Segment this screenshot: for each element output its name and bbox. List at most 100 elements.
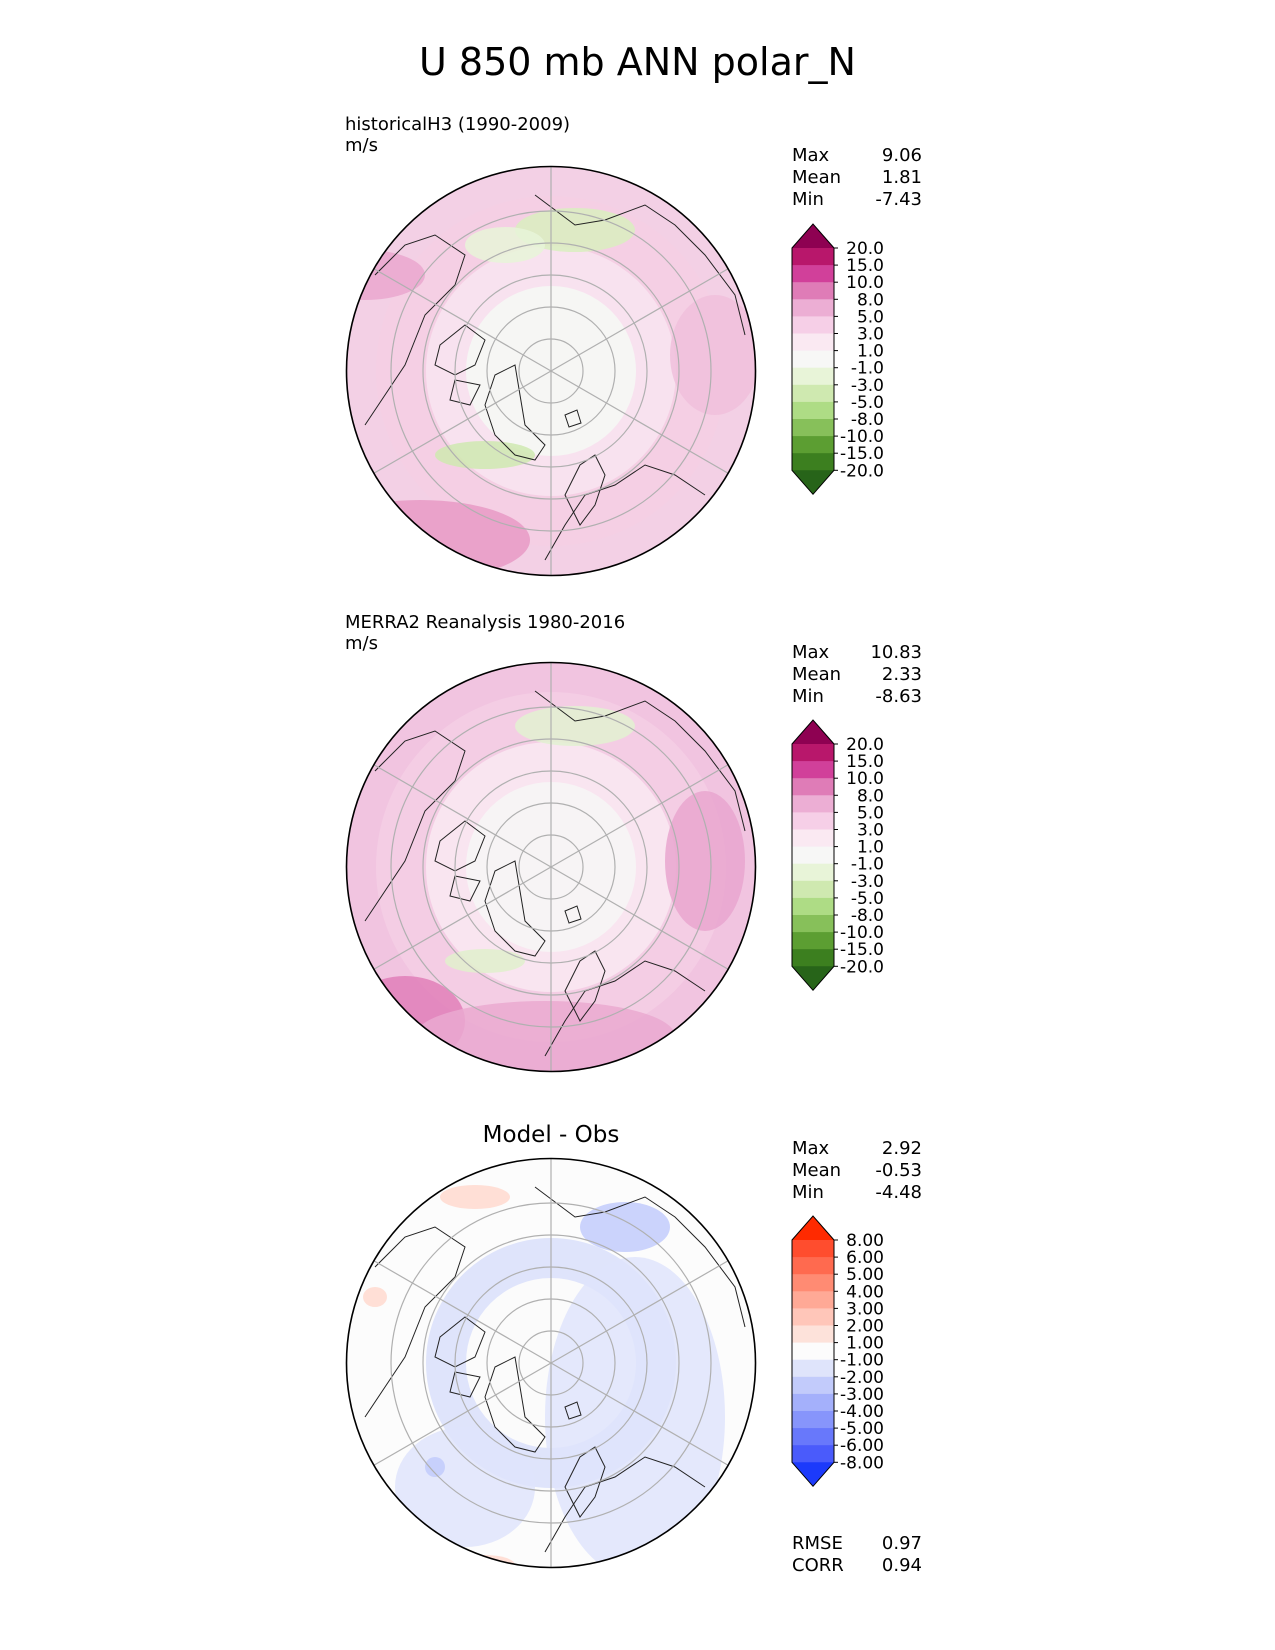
colorbar-tick-label: 3.0: [857, 325, 884, 345]
stat-value: 1.81: [881, 167, 922, 188]
colorbar-segment: [792, 761, 834, 779]
colorbar-segment: [792, 1411, 834, 1429]
colorbar-extend-bottom: [792, 966, 834, 991]
colorbar-segment: [792, 846, 834, 865]
colorbar-tick-label: -8.00: [840, 1453, 884, 1473]
stat-label: Max: [792, 145, 830, 166]
colorbar-segment: [792, 778, 834, 796]
colorbar-segment: [792, 350, 834, 369]
coastline: [534, 194, 746, 336]
map-boundary: [345, 1157, 757, 1569]
map-boundary: [345, 661, 757, 1073]
polar-map: [345, 165, 757, 577]
colorbar-tick-label: 4.00: [846, 1282, 884, 1302]
colorbar-tick-label: -3.0: [851, 872, 884, 892]
colorbar-segment: [792, 1428, 834, 1446]
colorbar-tick-label: 15.0: [846, 256, 884, 276]
colorbar-tick-label: -15.0: [840, 940, 884, 960]
coastline: [564, 454, 606, 526]
meridian-line: [550, 1259, 729, 1364]
metric-label: RMSE: [792, 1533, 843, 1554]
stat-value: 10.83: [870, 642, 922, 663]
meridian-line: [373, 1259, 552, 1364]
colorbar-tick-label: -5.00: [840, 1419, 884, 1439]
colorbar-tick-label: -8.0: [851, 410, 884, 430]
stat-value: -4.48: [875, 1182, 922, 1203]
field-layer: [346, 166, 756, 576]
colorbar-tick-label: -20.0: [840, 461, 884, 481]
meridian-line: [550, 1362, 729, 1467]
field-layer: [346, 662, 756, 1072]
colorbar-tick-label: 6.00: [846, 1248, 884, 1268]
field-anomaly: [440, 1185, 510, 1209]
colorbar-tick-label: -1.00: [840, 1351, 884, 1371]
meridian-line: [550, 866, 729, 971]
coastline: [544, 960, 706, 1057]
colorbar-tick-label: -10.0: [840, 923, 884, 943]
colorbar-segment: [792, 367, 834, 386]
colorbar-segment: [792, 932, 834, 950]
metric-value: 0.94: [881, 1555, 922, 1576]
colorbar: 8.006.005.004.003.002.001.00-1.00-2.00-3…: [791, 1215, 884, 1488]
colorbar-tick-label: 5.0: [857, 803, 884, 823]
panel-units: m/s: [345, 135, 378, 156]
stats-box: Max 2.92 Mean -0.53 Min -4.48: [792, 1138, 922, 1204]
stat-value: -0.53: [875, 1160, 922, 1181]
coastline: [434, 820, 486, 872]
colorbar-tick-label: 1.0: [857, 838, 884, 858]
meridian-line: [373, 866, 552, 971]
stat-label: Mean: [792, 1160, 842, 1181]
field-anomaly: [435, 441, 535, 469]
colorbar-segment: [792, 915, 834, 933]
field-anomaly: [415, 1001, 675, 1071]
colorbar-segment: [792, 1240, 834, 1258]
colorbar-tick-label: -2.00: [840, 1368, 884, 1388]
colorbar-segment: [792, 1257, 834, 1275]
colorbar-tick-label: -1.0: [851, 855, 884, 875]
colorbar: 20.015.010.08.05.03.01.0-1.0-3.0-5.0-8.0…: [791, 719, 884, 992]
colorbar-tick-label: 10.0: [846, 273, 884, 293]
colorbar-tick-label: 20.0: [846, 239, 884, 259]
coastline: [534, 690, 746, 832]
colorbar-segment: [792, 812, 834, 830]
colorbar-tick-label: 5.0: [857, 307, 884, 327]
stat-label: Min: [792, 686, 824, 707]
field-anomaly: [545, 1257, 725, 1568]
colorbar-extend-top: [792, 224, 834, 248]
field-anomaly: [445, 949, 525, 973]
colorbar-extend-top: [792, 720, 834, 744]
colorbar-segment: [792, 384, 834, 403]
stat-label: Min: [792, 189, 824, 210]
panel-reference: MERRA2 Reanalysis 1980-2016 m/s Max 10.83…: [0, 0, 1275, 1073]
colorbar-tick-label: 3.00: [846, 1299, 884, 1319]
map-boundary: [345, 165, 757, 577]
field-anomaly: [515, 208, 635, 252]
coastline: [484, 860, 546, 957]
stats-box: Max 9.06 Mean 1.81 Min -7.43: [792, 145, 922, 211]
panel-title: historicalH3 (1990-2009): [345, 114, 571, 135]
polar-map: [345, 1157, 757, 1569]
colorbar-segment: [792, 829, 834, 848]
panel-title: Model - Obs: [482, 1122, 620, 1148]
colorbar-tick-label: -10.0: [840, 427, 884, 447]
colorbar-segment: [792, 1325, 834, 1344]
meridian-line: [373, 370, 552, 475]
colorbar-segment: [792, 248, 834, 266]
colorbar-tick-label: -3.00: [840, 1385, 884, 1405]
colorbar-segment: [792, 744, 834, 762]
panel-diff: Model - Obs Max 2.92 Mean -0.53 Min -4.48 8…: [0, 0, 1275, 1576]
colorbar-tick-label: 1.00: [846, 1334, 884, 1354]
colorbar-segment: [792, 1359, 834, 1378]
coastline: [434, 324, 486, 376]
coastline: [434, 1316, 486, 1368]
colorbar-segment: [792, 1291, 834, 1309]
colorbar-tick-label: -3.0: [851, 376, 884, 396]
stat-label: Max: [792, 1138, 830, 1159]
colorbar-tick-label: -8.0: [851, 906, 884, 926]
colorbar-tick-label: 5.00: [846, 1265, 884, 1285]
colorbar-segment: [792, 949, 834, 967]
colorbar-segment: [792, 1393, 834, 1412]
colorbar-tick-label: -15.0: [840, 444, 884, 464]
colorbar-tick-label: 3.0: [857, 821, 884, 841]
stat-value: 2.33: [881, 664, 922, 685]
